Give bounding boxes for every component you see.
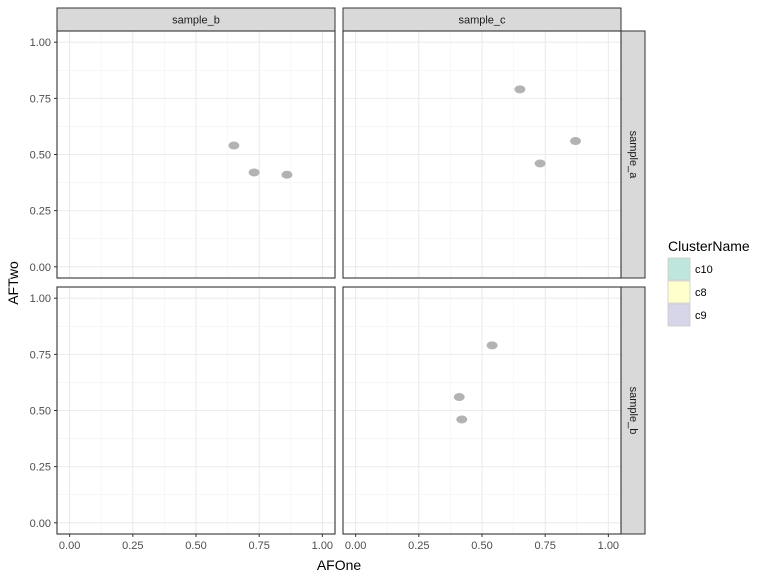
facet-strip-col-sample_c: sample_c bbox=[342, 7, 622, 32]
data-point bbox=[453, 393, 465, 402]
x-tick-label: 0.50 bbox=[185, 540, 206, 552]
facet-strip-row-sample_a: sample_a bbox=[620, 30, 646, 279]
facet-strip-label: sample_a bbox=[627, 131, 639, 180]
x-tick-label: 0.25 bbox=[122, 540, 143, 552]
x-tick-label: 1.00 bbox=[598, 540, 619, 552]
legend-title: ClusterName bbox=[668, 238, 750, 254]
legend-key bbox=[667, 257, 691, 281]
x-tick-label: 0.75 bbox=[248, 540, 269, 552]
facet-strip-row-sample_b: sample_b bbox=[620, 286, 646, 535]
x-tick-label: 0.50 bbox=[471, 540, 492, 552]
panel-sample_c-sample_b bbox=[342, 286, 622, 535]
facet-strip-col-sample_b: sample_b bbox=[56, 7, 336, 32]
axes: 0.00 0.25 0.50 0.75 1.00 0.00 0.25 0.50 0.75 1.00… bbox=[30, 37, 619, 552]
x-tick-label: 0.25 bbox=[408, 540, 429, 552]
legend-key bbox=[667, 303, 691, 327]
data-point bbox=[248, 168, 260, 177]
legend-label: c9 bbox=[695, 310, 707, 322]
data-point bbox=[514, 85, 526, 94]
y-tick-label: 0.25 bbox=[30, 462, 51, 474]
data-point bbox=[486, 341, 498, 350]
y-tick-label: 0.75 bbox=[30, 349, 51, 361]
y-tick-label: 0.00 bbox=[30, 262, 51, 274]
legend-item-c9: c9 bbox=[667, 303, 707, 327]
data-point bbox=[281, 170, 293, 179]
x-tick-label: 0.00 bbox=[345, 540, 366, 552]
x-tick-label: 1.00 bbox=[312, 540, 333, 552]
legend-key bbox=[667, 280, 691, 304]
x-tick-label: 0.75 bbox=[534, 540, 555, 552]
data-point bbox=[570, 137, 582, 146]
panel-sample_b-sample_b bbox=[56, 286, 336, 535]
panel-sample_b-sample_a bbox=[56, 30, 336, 279]
legend: ClusterName c10 c8 c9 bbox=[667, 238, 750, 327]
data-point bbox=[228, 141, 240, 150]
facet-strip-label: sample_c bbox=[458, 15, 506, 27]
panel-border bbox=[342, 30, 622, 279]
y-tick-label: 1.00 bbox=[30, 293, 51, 305]
legend-item-c10: c10 bbox=[667, 257, 713, 281]
legend-label: c10 bbox=[695, 264, 713, 276]
y-tick-label: 0.75 bbox=[30, 93, 51, 105]
legend-item-c8: c8 bbox=[667, 280, 707, 304]
x-axis-title: AFOne bbox=[317, 557, 362, 573]
y-tick-label: 0.50 bbox=[30, 150, 51, 162]
y-tick-label: 0.25 bbox=[30, 206, 51, 218]
legend-keys: c10 c8 c9 bbox=[667, 257, 713, 327]
y-tick-label: 0.50 bbox=[30, 406, 51, 418]
data-point bbox=[456, 415, 468, 424]
facet-strip-label: sample_b bbox=[627, 387, 639, 435]
y-axis-title: AFTwo bbox=[5, 261, 21, 305]
y-tick-label: 1.00 bbox=[30, 37, 51, 49]
facet-strip-label: sample_b bbox=[172, 15, 220, 27]
legend-label: c8 bbox=[695, 287, 707, 299]
x-tick-label: 0.00 bbox=[59, 540, 80, 552]
data-point bbox=[534, 159, 546, 168]
panel-sample_c-sample_a bbox=[342, 30, 622, 279]
facet-panels: sample_b sample_c sample_a sample_b bbox=[56, 7, 646, 535]
y-tick-label: 0.00 bbox=[30, 518, 51, 530]
